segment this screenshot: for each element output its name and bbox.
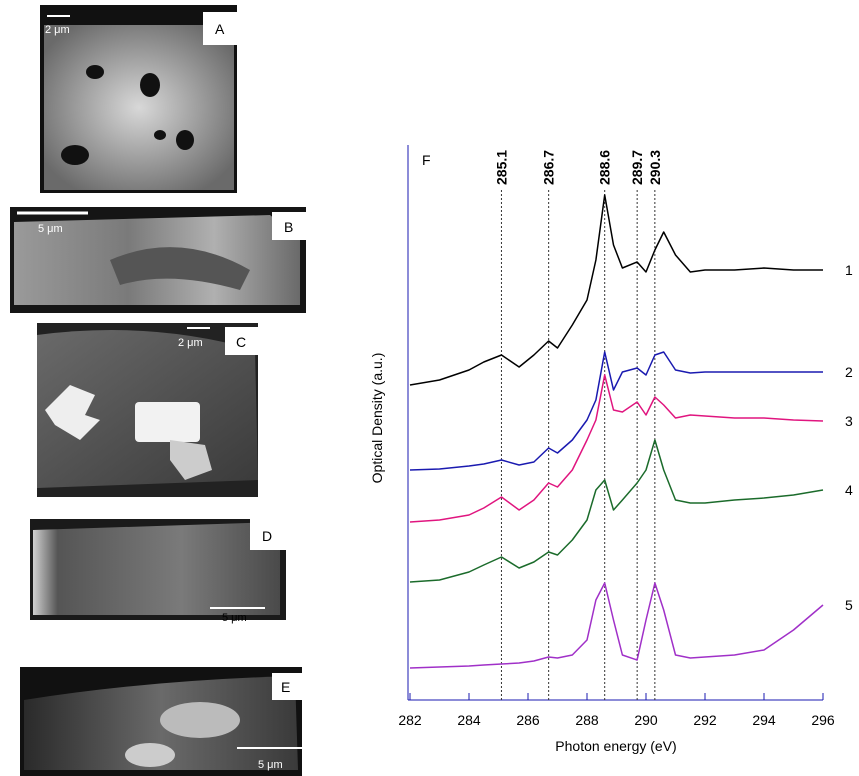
y-axis-label: Optical Density (a.u.) xyxy=(369,353,385,484)
series-label: 5 xyxy=(845,597,853,613)
x-axis-label: Photon energy (eV) xyxy=(555,738,676,754)
peak-label: 289.7 xyxy=(629,150,645,185)
peak-label: 290.3 xyxy=(647,150,663,185)
scale-label: 5 μm xyxy=(38,223,63,235)
pore xyxy=(176,130,194,150)
series-label: 3 xyxy=(845,413,853,429)
label-box xyxy=(203,12,237,45)
series-label: 1 xyxy=(845,262,853,278)
label-box xyxy=(272,212,306,240)
label-box xyxy=(272,673,302,700)
x-tick-label: 286 xyxy=(516,712,540,728)
panel-c: 2 μm C xyxy=(37,323,258,497)
spectrum-line xyxy=(409,194,823,386)
scale-label: 5 μm xyxy=(258,759,283,771)
panel-a: 2 μm A xyxy=(40,5,237,193)
panel-label: F xyxy=(422,152,431,168)
x-tick-label: 296 xyxy=(811,712,835,728)
series-label: 4 xyxy=(845,482,853,498)
series-label: 2 xyxy=(845,364,853,380)
x-tick-label: 290 xyxy=(634,712,658,728)
panel-d: 5 μm D xyxy=(30,519,286,624)
pore xyxy=(140,73,160,97)
image xyxy=(44,25,234,190)
scale-label: 2 μm xyxy=(178,337,203,349)
pore xyxy=(61,145,89,165)
label-box xyxy=(225,327,258,355)
panel-b: 5 μm B xyxy=(10,207,306,313)
peak-label: 288.6 xyxy=(597,150,613,185)
x-tick-label: 284 xyxy=(457,712,481,728)
grain xyxy=(135,402,200,442)
image xyxy=(33,522,280,615)
scale-label: 2 μm xyxy=(45,24,70,36)
scale-label: 5 μm xyxy=(222,612,247,624)
panel-label: E xyxy=(281,679,290,695)
vein xyxy=(110,247,250,290)
x-tick-label: 288 xyxy=(575,712,599,728)
peak-label: 286.7 xyxy=(541,150,557,185)
bright-area xyxy=(125,743,175,767)
panel-label: A xyxy=(215,21,225,37)
spectrum-line xyxy=(409,582,824,669)
x-tick-label: 294 xyxy=(752,712,776,728)
spectrum-line xyxy=(409,374,824,523)
x-tick-label: 292 xyxy=(693,712,717,728)
x-tick-label: 282 xyxy=(398,712,422,728)
panel-e: 5 μm E xyxy=(20,667,302,776)
panel-label: D xyxy=(262,528,272,544)
panel-label: B xyxy=(284,219,293,235)
pore xyxy=(154,130,166,140)
spectrum-line xyxy=(409,439,824,583)
panel-label: C xyxy=(236,334,246,350)
pore xyxy=(86,65,104,79)
spectrum-line xyxy=(409,351,823,471)
bright-area xyxy=(160,702,240,738)
label-box xyxy=(250,519,286,550)
grain xyxy=(45,385,100,440)
grain xyxy=(170,440,212,480)
peak-label: 285.1 xyxy=(493,150,509,185)
